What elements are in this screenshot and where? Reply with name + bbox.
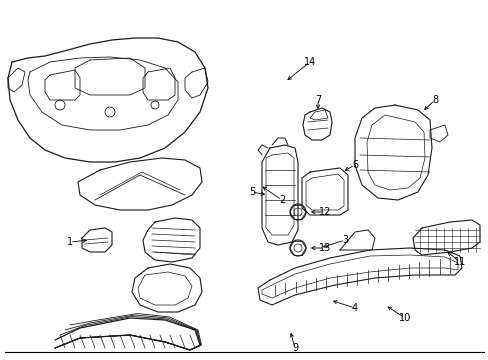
Text: 5: 5 — [248, 187, 255, 197]
Text: 6: 6 — [351, 160, 357, 170]
Text: 14: 14 — [303, 57, 315, 67]
Text: 10: 10 — [398, 313, 410, 323]
Text: 13: 13 — [318, 243, 330, 253]
Text: 9: 9 — [291, 343, 298, 353]
Text: 11: 11 — [453, 257, 465, 267]
Text: 4: 4 — [351, 303, 357, 313]
Text: 1: 1 — [67, 237, 73, 247]
Text: 8: 8 — [431, 95, 437, 105]
Text: 12: 12 — [318, 207, 330, 217]
Text: 3: 3 — [341, 235, 347, 245]
Text: 7: 7 — [314, 95, 321, 105]
Text: 2: 2 — [278, 195, 285, 205]
